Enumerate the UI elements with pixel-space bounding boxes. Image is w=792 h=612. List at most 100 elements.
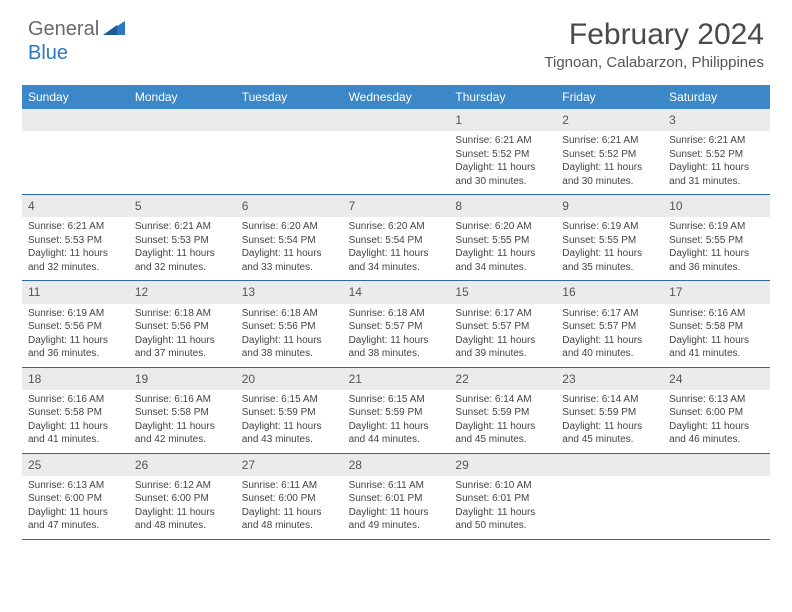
logo-general-text: General [28,18,99,41]
location-text: Tignoan, Calabarzon, Philippines [544,54,764,71]
sunset-text: Sunset: 5:52 PM [562,148,657,162]
sunrise-text: Sunrise: 6:21 AM [562,134,657,148]
month-title: February 2024 [544,18,764,52]
sunrise-text: Sunrise: 6:10 AM [455,479,550,493]
sunrise-text: Sunrise: 6:14 AM [562,393,657,407]
day-body: Sunrise: 6:21 AMSunset: 5:53 PMDaylight:… [22,217,129,280]
day-body: Sunrise: 6:21 AMSunset: 5:52 PMDaylight:… [556,131,663,194]
day-body: Sunrise: 6:20 AMSunset: 5:54 PMDaylight:… [343,217,450,280]
sunset-text: Sunset: 6:00 PM [28,492,123,506]
sunrise-text: Sunrise: 6:19 AM [28,307,123,321]
day-cell: 1Sunrise: 6:21 AMSunset: 5:52 PMDaylight… [449,109,556,194]
daylight-text: Daylight: 11 hours and 47 minutes. [28,506,123,533]
dow-tuesday: Tuesday [236,85,343,109]
title-block: February 2024 Tignoan, Calabarzon, Phili… [544,18,764,71]
logo-triangle-icon [103,19,125,40]
sunset-text: Sunset: 5:59 PM [349,406,444,420]
day-cell [343,109,450,194]
day-cell [663,454,770,539]
sunset-text: Sunset: 5:56 PM [28,320,123,334]
sunrise-text: Sunrise: 6:17 AM [455,307,550,321]
day-body [343,131,450,140]
daylight-text: Daylight: 11 hours and 38 minutes. [349,334,444,361]
day-body: Sunrise: 6:18 AMSunset: 5:56 PMDaylight:… [129,304,236,367]
sunrise-text: Sunrise: 6:20 AM [242,220,337,234]
day-cell: 7Sunrise: 6:20 AMSunset: 5:54 PMDaylight… [343,195,450,280]
dow-row: Sunday Monday Tuesday Wednesday Thursday… [22,85,770,109]
sunset-text: Sunset: 5:56 PM [135,320,230,334]
sunrise-text: Sunrise: 6:13 AM [669,393,764,407]
day-cell: 27Sunrise: 6:11 AMSunset: 6:00 PMDayligh… [236,454,343,539]
daylight-text: Daylight: 11 hours and 31 minutes. [669,161,764,188]
day-cell: 19Sunrise: 6:16 AMSunset: 5:58 PMDayligh… [129,368,236,453]
day-cell: 23Sunrise: 6:14 AMSunset: 5:59 PMDayligh… [556,368,663,453]
daylight-text: Daylight: 11 hours and 33 minutes. [242,247,337,274]
week-row: 1Sunrise: 6:21 AMSunset: 5:52 PMDaylight… [22,109,770,195]
daylight-text: Daylight: 11 hours and 39 minutes. [455,334,550,361]
sunrise-text: Sunrise: 6:17 AM [562,307,657,321]
week-row: 18Sunrise: 6:16 AMSunset: 5:58 PMDayligh… [22,368,770,454]
sunset-text: Sunset: 5:58 PM [135,406,230,420]
dow-monday: Monday [129,85,236,109]
day-cell [236,109,343,194]
logo-blue-text: Blue [28,42,68,64]
day-cell: 18Sunrise: 6:16 AMSunset: 5:58 PMDayligh… [22,368,129,453]
daylight-text: Daylight: 11 hours and 46 minutes. [669,420,764,447]
day-cell [22,109,129,194]
sunset-text: Sunset: 6:01 PM [455,492,550,506]
day-cell: 5Sunrise: 6:21 AMSunset: 5:53 PMDaylight… [129,195,236,280]
sunrise-text: Sunrise: 6:19 AM [562,220,657,234]
sunrise-text: Sunrise: 6:11 AM [242,479,337,493]
day-number [22,109,129,131]
day-body: Sunrise: 6:21 AMSunset: 5:52 PMDaylight:… [663,131,770,194]
day-number: 6 [236,195,343,217]
page-header: General February 2024 Tignoan, Calabarzo… [0,0,792,77]
sunset-text: Sunset: 5:56 PM [242,320,337,334]
day-body: Sunrise: 6:15 AMSunset: 5:59 PMDaylight:… [236,390,343,453]
sunrise-text: Sunrise: 6:16 AM [28,393,123,407]
day-number: 20 [236,368,343,390]
weeks-container: 1Sunrise: 6:21 AMSunset: 5:52 PMDaylight… [22,109,770,540]
daylight-text: Daylight: 11 hours and 36 minutes. [669,247,764,274]
day-cell: 8Sunrise: 6:20 AMSunset: 5:55 PMDaylight… [449,195,556,280]
dow-saturday: Saturday [663,85,770,109]
daylight-text: Daylight: 11 hours and 43 minutes. [242,420,337,447]
sunset-text: Sunset: 6:00 PM [669,406,764,420]
day-body: Sunrise: 6:14 AMSunset: 5:59 PMDaylight:… [449,390,556,453]
daylight-text: Daylight: 11 hours and 45 minutes. [562,420,657,447]
daylight-text: Daylight: 11 hours and 32 minutes. [28,247,123,274]
sunset-text: Sunset: 5:54 PM [242,234,337,248]
sunset-text: Sunset: 5:53 PM [135,234,230,248]
day-cell: 29Sunrise: 6:10 AMSunset: 6:01 PMDayligh… [449,454,556,539]
sunrise-text: Sunrise: 6:12 AM [135,479,230,493]
day-cell: 14Sunrise: 6:18 AMSunset: 5:57 PMDayligh… [343,281,450,366]
day-body: Sunrise: 6:17 AMSunset: 5:57 PMDaylight:… [556,304,663,367]
day-number [343,109,450,131]
day-body [236,131,343,140]
day-cell: 20Sunrise: 6:15 AMSunset: 5:59 PMDayligh… [236,368,343,453]
day-number [556,454,663,476]
sunrise-text: Sunrise: 6:19 AM [669,220,764,234]
sunset-text: Sunset: 5:55 PM [455,234,550,248]
sunrise-text: Sunrise: 6:20 AM [455,220,550,234]
sunset-text: Sunset: 6:00 PM [242,492,337,506]
day-number: 22 [449,368,556,390]
day-body: Sunrise: 6:19 AMSunset: 5:55 PMDaylight:… [663,217,770,280]
daylight-text: Daylight: 11 hours and 37 minutes. [135,334,230,361]
sunrise-text: Sunrise: 6:16 AM [669,307,764,321]
day-body: Sunrise: 6:14 AMSunset: 5:59 PMDaylight:… [556,390,663,453]
dow-friday: Friday [556,85,663,109]
day-number: 1 [449,109,556,131]
day-body: Sunrise: 6:10 AMSunset: 6:01 PMDaylight:… [449,476,556,539]
day-number: 18 [22,368,129,390]
day-body [663,476,770,485]
sunset-text: Sunset: 5:58 PM [28,406,123,420]
daylight-text: Daylight: 11 hours and 40 minutes. [562,334,657,361]
sunset-text: Sunset: 5:57 PM [562,320,657,334]
day-cell: 11Sunrise: 6:19 AMSunset: 5:56 PMDayligh… [22,281,129,366]
sunset-text: Sunset: 5:55 PM [562,234,657,248]
dow-sunday: Sunday [22,85,129,109]
day-body: Sunrise: 6:16 AMSunset: 5:58 PMDaylight:… [663,304,770,367]
day-number: 15 [449,281,556,303]
day-cell: 4Sunrise: 6:21 AMSunset: 5:53 PMDaylight… [22,195,129,280]
